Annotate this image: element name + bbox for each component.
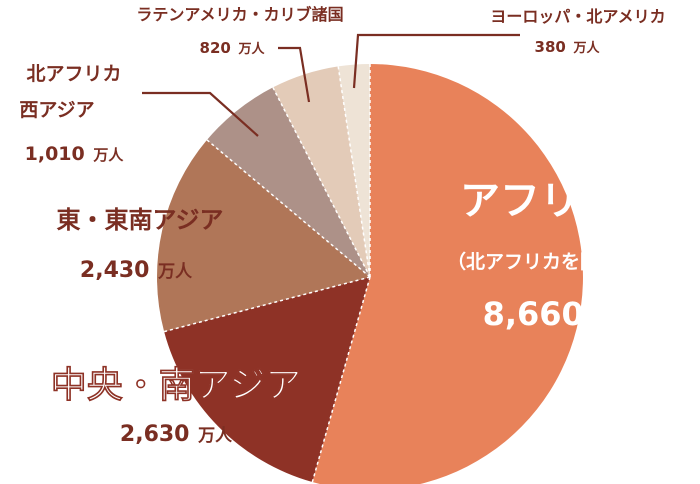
slice-east-southeast-asia: [156, 139, 370, 332]
label-europe-north-america-name: ヨーロッパ・北アメリカ: [490, 7, 665, 26]
slice-north-africa-west-asia: [206, 87, 370, 277]
slice-latin-america-caribbean: [272, 66, 370, 277]
leader-line-europe-north-america: [352, 33, 520, 89]
label-central-south-asia-name: 中央・南アジア: [51, 365, 302, 406]
label-west-asia-line2: 西アジア: [19, 99, 94, 121]
leader-line-latin-america: [278, 46, 311, 103]
label-latin-america-value: 820 万人: [200, 38, 266, 57]
label-central-south-asia-number: 2,630: [120, 422, 190, 447]
label-east-southeast-asia-name: 東・東南アジア: [56, 206, 223, 234]
label-north-africa-west-asia-number: 1,010: [25, 143, 85, 165]
label-latin-america-name: ラテンアメリカ・カリブ諸国: [136, 5, 343, 24]
label-east-southeast-asia-unit: 万人: [157, 262, 193, 282]
pie-slices: [156, 64, 583, 484]
slice-africa: [312, 64, 583, 484]
label-africa-note: （北アフリカを除く）: [447, 250, 637, 273]
label-africa-name: アフリカ: [460, 178, 620, 224]
label-europe-north-america-value: 380 万人: [535, 37, 601, 56]
slice-labels: アフリカ （北アフリカを除く） 8,660 万人 中央・南アジア 2,630 万…: [19, 5, 665, 447]
label-central-south-asia-value: 2,630 万人: [120, 422, 233, 447]
label-africa-value: 8,660 万人: [483, 295, 638, 333]
label-east-southeast-asia-value: 2,430 万人: [80, 258, 193, 283]
leader-line-north-africa-west-asia: [142, 91, 259, 137]
label-latin-america-number: 820: [200, 39, 231, 57]
label-latin-america-unit: 万人: [237, 41, 265, 57]
label-central-south-asia-unit: 万人: [197, 426, 233, 446]
label-africa-number: 8,660: [483, 295, 584, 333]
slice-europe-north-america: [338, 64, 370, 277]
label-east-southeast-asia-number: 2,430: [80, 258, 150, 283]
label-europe-north-america-number: 380: [535, 38, 566, 56]
label-north-africa-west-asia-unit: 万人: [92, 146, 124, 164]
label-north-africa-west-asia-value: 1,010 万人: [25, 143, 125, 165]
label-africa-unit: 万人: [592, 306, 637, 331]
slice-central-south-asia: [164, 277, 370, 483]
label-europe-north-america-unit: 万人: [572, 40, 600, 56]
label-north-africa-line1: 北アフリカ: [26, 63, 121, 85]
leader-lines: [142, 33, 520, 137]
